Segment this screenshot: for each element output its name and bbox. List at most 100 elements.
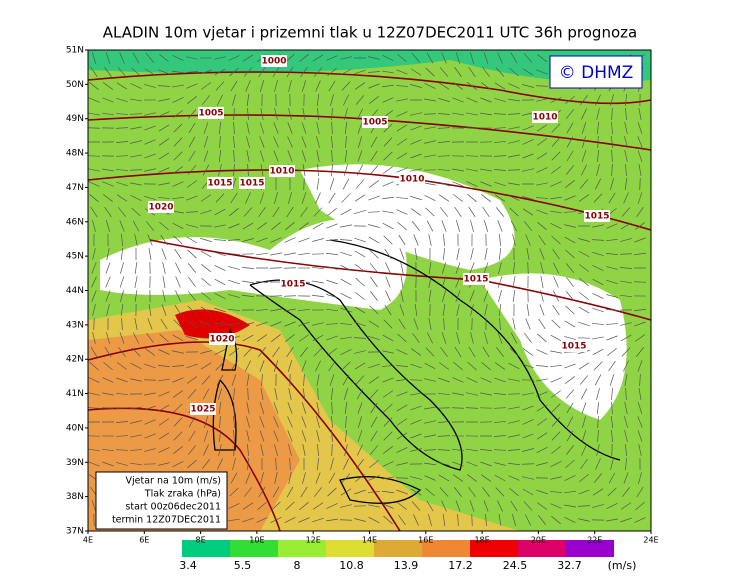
wind-arrow (287, 360, 293, 372)
wind-arrow (551, 151, 561, 161)
wind-arrow (536, 98, 548, 102)
wind-arrow (522, 392, 534, 396)
wind-arrow (606, 335, 618, 341)
wind-arrow (186, 224, 198, 228)
isobar-label: 1015 (584, 212, 609, 222)
wind-arrow (201, 264, 211, 272)
wind-arrow (410, 168, 422, 172)
wind-arrow (493, 113, 507, 115)
wind-arrow (396, 152, 408, 160)
wind-arrow (185, 211, 199, 213)
wind-arrow (327, 207, 337, 217)
wind-arrow (130, 154, 142, 158)
wind-arrow (143, 379, 157, 381)
wind-arrow (273, 430, 279, 442)
wind-arrow (340, 68, 352, 76)
wind-arrow (272, 346, 280, 358)
wind-arrow (344, 150, 348, 162)
isobar-label-bg (239, 177, 265, 189)
wind-arrow (493, 140, 507, 144)
wind-arrow (271, 221, 281, 231)
wind-arrow (639, 373, 641, 387)
wind-arrow (536, 502, 548, 510)
wind-arrow (538, 318, 546, 330)
wind-arrow (243, 67, 253, 77)
isobar-label: 1020 (148, 203, 173, 213)
wind-arrow (624, 178, 628, 190)
wind-arrow (624, 122, 628, 134)
wind-arrow (481, 194, 491, 202)
wind-arrow (535, 85, 549, 87)
wind-arrow (620, 517, 632, 523)
wind-arrow (102, 461, 114, 467)
wind-arrow (354, 194, 366, 202)
wind-arrow (119, 332, 125, 344)
wind-arrow (623, 192, 629, 204)
wind-arrow (233, 429, 235, 443)
wind-arrow (134, 276, 138, 288)
wind-arrow (455, 276, 461, 288)
wind-arrow (512, 290, 516, 302)
wind-arrow (102, 112, 114, 116)
wind-arrow (382, 334, 394, 342)
isobar-label: 1025 (190, 405, 215, 415)
wind-arrow (203, 150, 209, 162)
wind-arrow (287, 150, 293, 162)
wind-arrow (301, 192, 307, 204)
wind-arrow (356, 388, 364, 400)
wind-arrow (242, 334, 254, 342)
wind-arrow (483, 290, 489, 302)
wind-arrow (344, 122, 348, 134)
wind-arrow (273, 402, 279, 414)
wind-arrow (186, 376, 198, 384)
wind-arrow (509, 347, 519, 357)
wind-arrow (497, 276, 503, 288)
wind-arrow (172, 350, 184, 354)
wind-arrow (483, 500, 489, 512)
wind-arrow (582, 416, 586, 428)
wind-arrow (414, 304, 418, 316)
wind-arrow (233, 387, 235, 401)
wind-arrow (455, 220, 461, 232)
wind-arrow (214, 68, 226, 76)
wind-arrow (595, 94, 601, 106)
wind-arrow (565, 389, 575, 399)
wind-arrow (342, 374, 350, 386)
wind-arrow (424, 434, 436, 438)
wind-arrow (233, 149, 235, 163)
wind-arrow (636, 206, 644, 218)
wind-arrow (131, 347, 141, 357)
wind-arrow (592, 488, 604, 496)
wind-arrow (577, 505, 591, 507)
wind-arrow (312, 222, 324, 230)
wind-arrow (158, 167, 170, 173)
wind-arrow (470, 332, 474, 344)
wind-arrow (200, 350, 212, 354)
wind-arrow (158, 391, 170, 397)
wind-arrow (274, 388, 278, 400)
wind-arrow (105, 276, 111, 288)
wind-arrow (144, 168, 156, 172)
wind-arrow (287, 402, 293, 414)
wind-arrow (382, 70, 394, 74)
wind-arrow (316, 178, 320, 190)
wind-arrow (565, 165, 575, 175)
wind-arrow (158, 432, 170, 440)
wind-arrow (340, 56, 352, 60)
wind-arrow (399, 248, 405, 260)
wind-arrow (457, 513, 459, 527)
wind-arrow (316, 374, 320, 386)
wind-arrow (260, 108, 264, 120)
wind-arrow (233, 121, 235, 135)
wind-arrow (316, 122, 320, 134)
wind-arrow (298, 237, 310, 243)
wind-arrow (482, 66, 490, 78)
wind-arrow (382, 84, 394, 88)
wind-arrow (452, 181, 464, 187)
wind-arrow (228, 308, 240, 312)
wind-arrow (172, 181, 184, 187)
wind-arrow (260, 444, 264, 456)
wind-arrow (326, 266, 338, 270)
lat-label: 37N (66, 527, 84, 537)
wind-arrow (284, 252, 296, 256)
